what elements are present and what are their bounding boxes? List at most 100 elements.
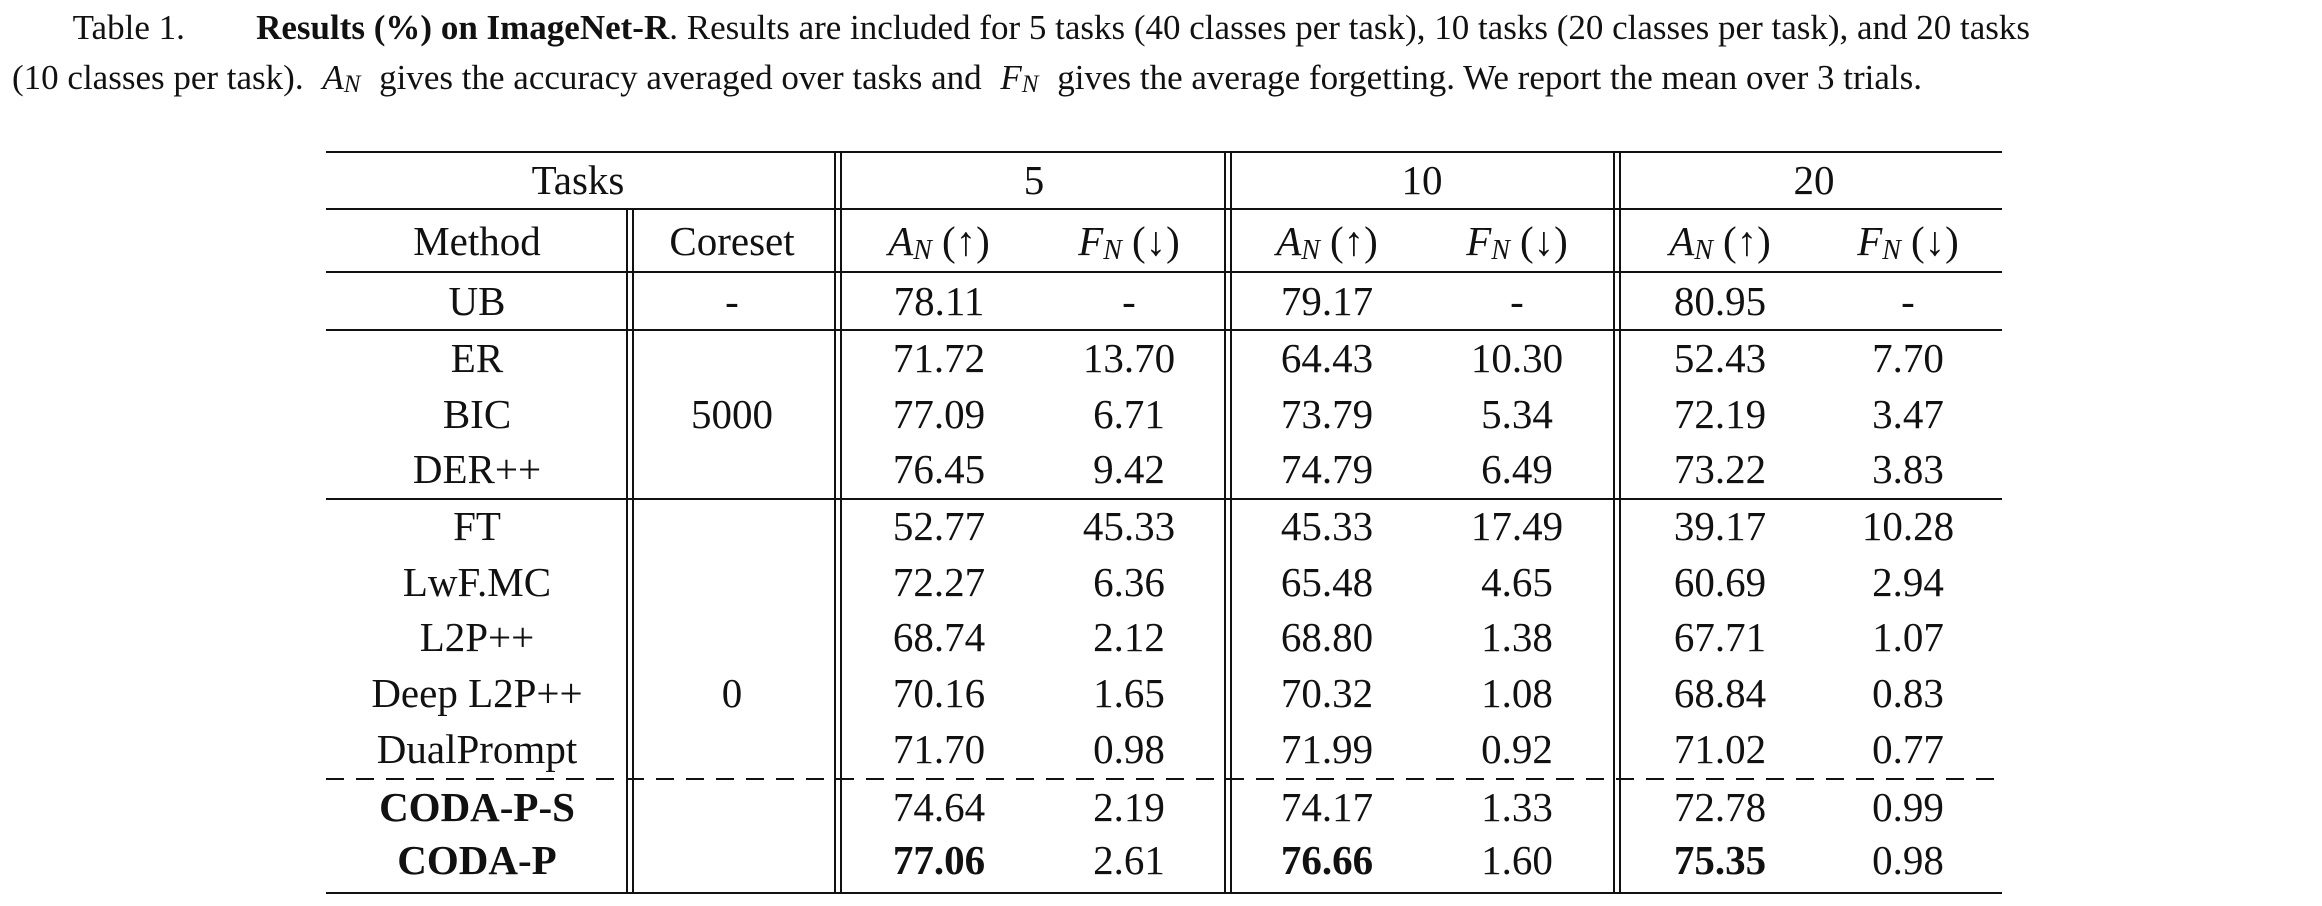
value-cell: 39.17	[1674, 503, 1766, 549]
header-cell: AN (↑)	[1666, 218, 1771, 266]
value-cell: 0.92	[1481, 726, 1553, 772]
caption-text: gives the average forgetting. We report …	[1057, 58, 1922, 97]
value-cell: 72.19	[1674, 391, 1766, 437]
value-cell: 3.83	[1872, 446, 1944, 492]
method-cell: DER++	[413, 446, 541, 492]
value-cell: 2.94	[1872, 559, 1944, 605]
value-cell: 60.69	[1674, 559, 1766, 605]
value-cell: 0.98	[1872, 837, 1944, 883]
header-cell: FN (↓)	[1077, 218, 1180, 266]
value-cell: 2.12	[1093, 614, 1165, 660]
math-symbol: F	[1077, 218, 1104, 264]
value-cell: 72.27	[893, 559, 985, 605]
value-cell: 2.19	[1093, 784, 1165, 830]
value-cell: 10.30	[1471, 335, 1563, 381]
math-sub: N	[1881, 235, 1902, 266]
caption-label: Table 1.	[73, 8, 185, 47]
math-sub: N	[1102, 235, 1123, 266]
value-cell: 71.99	[1281, 726, 1373, 772]
arrow: (↓)	[1911, 218, 1959, 264]
method-cell: DualPrompt	[377, 726, 578, 772]
coreset-cell: 0	[722, 670, 743, 716]
value-cell: 52.77	[893, 503, 985, 549]
value-cell: 52.43	[1674, 335, 1766, 381]
arrow: (↑)	[1723, 218, 1771, 264]
header-cell: Method	[413, 218, 541, 264]
math-symbol: F	[1465, 218, 1492, 264]
value-cell: 45.33	[1281, 503, 1373, 549]
header-cell: AN (↑)	[1273, 218, 1378, 266]
header-cell: FN (↓)	[1856, 218, 1959, 266]
math-sub: N	[1300, 235, 1321, 266]
header-cell: FN (↓)	[1465, 218, 1568, 266]
value-cell: 1.60	[1481, 837, 1553, 883]
caption-text: gives the accuracy averaged over tasks a…	[379, 58, 982, 97]
value-cell: 74.79	[1281, 446, 1373, 492]
value-cell: 80.95	[1674, 278, 1766, 324]
caption-text: . Results are included for 5 tasks (40 c…	[669, 8, 2030, 47]
value-cell: 74.17	[1281, 784, 1373, 830]
value-cell: 1.38	[1481, 614, 1553, 660]
value-cell: 45.33	[1083, 503, 1175, 549]
value-cell: 74.64	[893, 784, 985, 830]
value-cell: 73.22	[1674, 446, 1766, 492]
caption-text: (10 classes per task).	[12, 58, 304, 97]
value-cell: 6.36	[1093, 559, 1165, 605]
caption-title: Results (%) on ImageNet-R	[256, 8, 670, 47]
arrow: (↓)	[1132, 218, 1180, 264]
value-cell: 0.99	[1872, 784, 1944, 830]
value-cell: 0.83	[1872, 670, 1944, 716]
value-cell: 1.33	[1481, 784, 1553, 830]
value-cell: 70.32	[1281, 670, 1373, 716]
caption: Table 1. Results (%) on ImageNet-R. Resu…	[12, 8, 2030, 104]
value-cell: 67.71	[1674, 614, 1766, 660]
method-cell: LwF.MC	[403, 559, 551, 605]
value-cell: 10.28	[1862, 503, 1954, 549]
value-cell: 70.16	[893, 670, 985, 716]
value-cell: 3.47	[1872, 391, 1944, 437]
value-cell: 72.78	[1674, 784, 1766, 830]
value-cell: 76.66	[1281, 837, 1373, 883]
value-cell: -	[1510, 278, 1524, 324]
value-cell: 75.35	[1674, 837, 1766, 883]
value-cell: 0.98	[1093, 726, 1165, 772]
method-cell: CODA-P-S	[379, 784, 575, 830]
math-sub: N	[1490, 235, 1511, 266]
math-symbol: F	[999, 58, 1022, 97]
method-cell: FT	[453, 503, 501, 549]
value-cell: 6.49	[1481, 446, 1553, 492]
value-cell: 1.07	[1872, 614, 1944, 660]
value-cell: 76.45	[893, 446, 985, 492]
math-symbol: F	[1856, 218, 1883, 264]
value-cell: 7.70	[1872, 335, 1944, 381]
value-cell: 4.65	[1481, 559, 1553, 605]
value-cell: 71.02	[1674, 726, 1766, 772]
value-cell: 79.17	[1281, 278, 1373, 324]
math-symbol: A	[320, 58, 344, 97]
method-cell: CODA-P	[397, 837, 556, 883]
value-cell: 77.06	[893, 837, 985, 883]
value-cell: -	[1122, 278, 1136, 324]
math-symbol: A	[1273, 218, 1302, 264]
value-cell: 64.43	[1281, 335, 1373, 381]
math-sub: N	[343, 71, 362, 98]
coreset-cell: -	[725, 278, 739, 324]
value-cell: 1.65	[1093, 670, 1165, 716]
arrow: (↑)	[1330, 218, 1378, 264]
caption-line: (10 classes per task). AN gives the accu…	[12, 58, 1922, 104]
value-cell: 73.79	[1281, 391, 1373, 437]
value-cell: 68.84	[1674, 670, 1766, 716]
value-cell: 0.77	[1872, 726, 1944, 772]
value-cell: 17.49	[1471, 503, 1563, 549]
method-cell: BIC	[443, 391, 511, 437]
coreset-cell: 5000	[691, 391, 773, 437]
value-cell: 68.74	[893, 614, 985, 660]
value-cell: 68.80	[1281, 614, 1373, 660]
value-cell: 6.71	[1093, 391, 1165, 437]
method-cell: UB	[449, 278, 506, 324]
math-symbol: A	[885, 218, 914, 264]
value-cell: 13.70	[1083, 335, 1175, 381]
